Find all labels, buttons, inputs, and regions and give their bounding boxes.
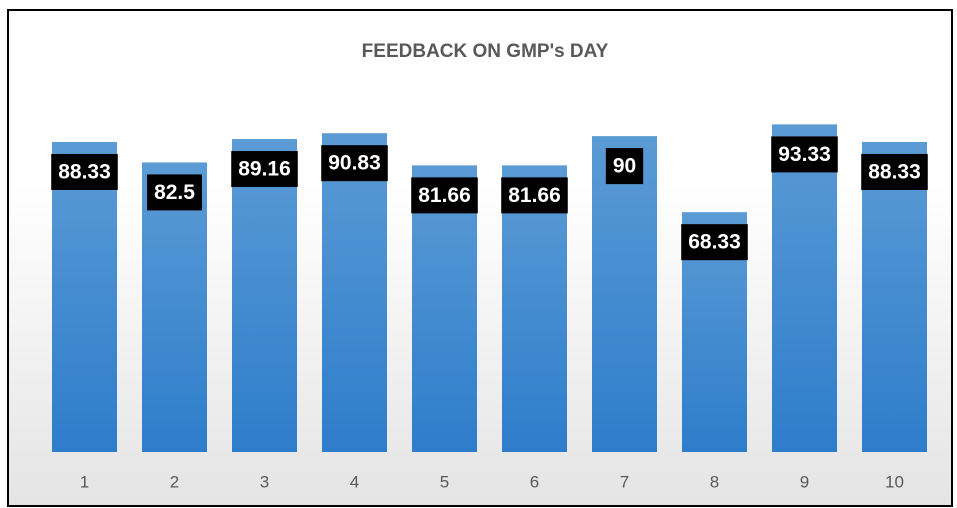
x-tick-label: 5 — [440, 472, 449, 491]
bar — [142, 162, 207, 453]
data-label: 88.33 — [868, 160, 921, 183]
data-label-box — [605, 148, 644, 185]
data-label-box — [681, 224, 748, 261]
data-label: 68.33 — [688, 231, 741, 254]
data-label: 81.66 — [508, 184, 561, 207]
x-tick-label: 9 — [800, 472, 809, 491]
data-label: 90.83 — [328, 152, 381, 175]
data-label: 88.33 — [58, 160, 111, 183]
data-label: 90 — [613, 155, 636, 178]
data-label-box — [861, 153, 928, 190]
x-tick-label: 2 — [170, 472, 179, 491]
x-tick-label: 7 — [620, 472, 629, 491]
chart-title: FEEDBACK ON GMP's DAY — [362, 41, 609, 62]
data-label-box — [771, 136, 838, 173]
data-label-box — [147, 174, 202, 211]
x-tick-label: 6 — [530, 472, 539, 491]
data-label-box — [51, 153, 118, 190]
data-label-box — [231, 151, 298, 188]
data-label-box — [411, 177, 478, 214]
x-tick-label: 1 — [80, 472, 89, 491]
x-tick-label: 3 — [260, 472, 269, 491]
x-tick-label: 4 — [350, 472, 359, 491]
data-label: 93.33 — [778, 143, 831, 166]
data-label-box — [321, 145, 388, 182]
bar — [52, 141, 117, 452]
data-label: 89.16 — [238, 158, 291, 181]
x-tick-label: 8 — [710, 472, 719, 491]
bar — [772, 124, 837, 453]
data-label: 82.5 — [154, 181, 195, 204]
bar — [232, 139, 297, 452]
data-label-box — [501, 177, 568, 214]
x-tick-label: 10 — [885, 472, 904, 491]
bar — [862, 141, 927, 452]
data-label: 81.66 — [418, 184, 471, 207]
bar — [592, 136, 657, 452]
bar — [322, 133, 387, 452]
